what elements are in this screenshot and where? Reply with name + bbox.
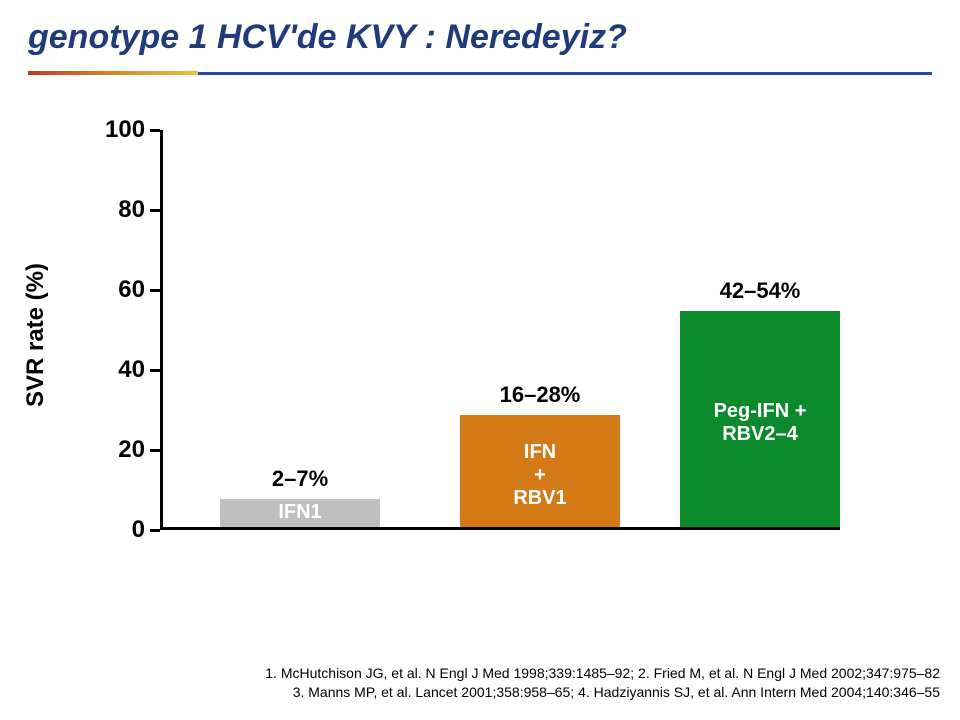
y-axis [160, 130, 163, 530]
y-tick [150, 209, 160, 212]
bar-value-label: 16–28% [440, 382, 640, 408]
slide-title: genotype 1 HCV'de KVY : Neredeyiz? [0, 0, 960, 57]
bar-value-label: 42–54% [660, 278, 860, 304]
y-tick-label: 100 [105, 116, 145, 144]
svr-bar-chart: SVR rate (%) 0204060801002–7%IFN116–28%I… [50, 120, 850, 550]
y-tick [150, 129, 160, 132]
plot-area: 0204060801002–7%IFN116–28%IFN+RBV142–54%… [160, 130, 840, 530]
y-tick-label: 80 [105, 196, 145, 224]
y-tick [150, 529, 160, 532]
underline-gradient [28, 71, 198, 75]
y-tick [150, 289, 160, 292]
bar-name-label: IFN+RBV1 [460, 441, 620, 510]
y-tick [150, 369, 160, 372]
y-tick-label: 20 [105, 436, 145, 464]
bar-name-label: IFN1 [220, 501, 380, 524]
bar-name-label: Peg-IFN +RBV2–4 [680, 400, 840, 446]
y-tick-label: 60 [105, 276, 145, 304]
x-axis [160, 527, 840, 530]
reference-footnotes: 1. McHutchison JG, et al. N Engl J Med 1… [265, 664, 940, 702]
bar-value-label: 2–7% [200, 466, 400, 492]
y-tick [150, 449, 160, 452]
y-tick-label: 0 [105, 516, 145, 544]
title-underline [28, 71, 932, 77]
y-axis-label: SVR rate (%) [22, 263, 50, 407]
y-tick-label: 40 [105, 356, 145, 384]
